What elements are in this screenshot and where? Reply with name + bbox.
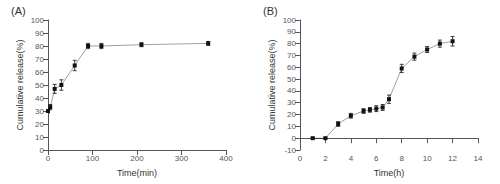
svg-text:Time(min): Time(min) [117, 168, 157, 178]
svg-text:200: 200 [130, 154, 144, 163]
svg-text:40: 40 [287, 86, 296, 95]
svg-text:400: 400 [219, 154, 233, 163]
svg-text:(A): (A) [11, 5, 26, 17]
svg-text:0: 0 [46, 154, 51, 163]
svg-text:20: 20 [287, 110, 296, 119]
svg-text:0: 0 [40, 146, 45, 155]
svg-text:0: 0 [292, 134, 297, 143]
svg-text:14: 14 [474, 154, 483, 163]
svg-text:8: 8 [399, 154, 404, 163]
svg-text:100: 100 [31, 16, 45, 25]
svg-text:30: 30 [35, 107, 44, 116]
svg-text:30: 30 [287, 98, 296, 107]
svg-text:80: 80 [287, 39, 296, 48]
svg-text:70: 70 [287, 51, 296, 60]
svg-text:60: 60 [35, 68, 44, 77]
svg-text:Cumulative release(%): Cumulative release(%) [15, 39, 25, 130]
svg-text:100: 100 [283, 16, 297, 25]
svg-text:100: 100 [86, 154, 100, 163]
svg-text:90: 90 [35, 29, 44, 38]
svg-text:10: 10 [287, 122, 296, 131]
svg-text:80: 80 [35, 42, 44, 51]
svg-text:2: 2 [323, 154, 328, 163]
svg-text:10: 10 [35, 133, 44, 142]
svg-text:6: 6 [374, 154, 379, 163]
svg-text:90: 90 [287, 27, 296, 36]
svg-text:4: 4 [349, 154, 354, 163]
svg-text:50: 50 [287, 75, 296, 84]
svg-text:(B): (B) [263, 5, 278, 17]
svg-text:0: 0 [298, 154, 303, 163]
svg-text:-10: -10 [284, 146, 296, 155]
svg-text:40: 40 [35, 94, 44, 103]
svg-text:Cumulative release(%): Cumulative release(%) [267, 39, 277, 130]
svg-text:10: 10 [423, 154, 432, 163]
svg-text:60: 60 [287, 63, 296, 72]
svg-text:12: 12 [448, 154, 457, 163]
svg-text:Time(h): Time(h) [374, 168, 405, 178]
svg-text:300: 300 [175, 154, 189, 163]
svg-text:20: 20 [35, 120, 44, 129]
svg-text:70: 70 [35, 55, 44, 64]
svg-text:50: 50 [35, 81, 44, 90]
